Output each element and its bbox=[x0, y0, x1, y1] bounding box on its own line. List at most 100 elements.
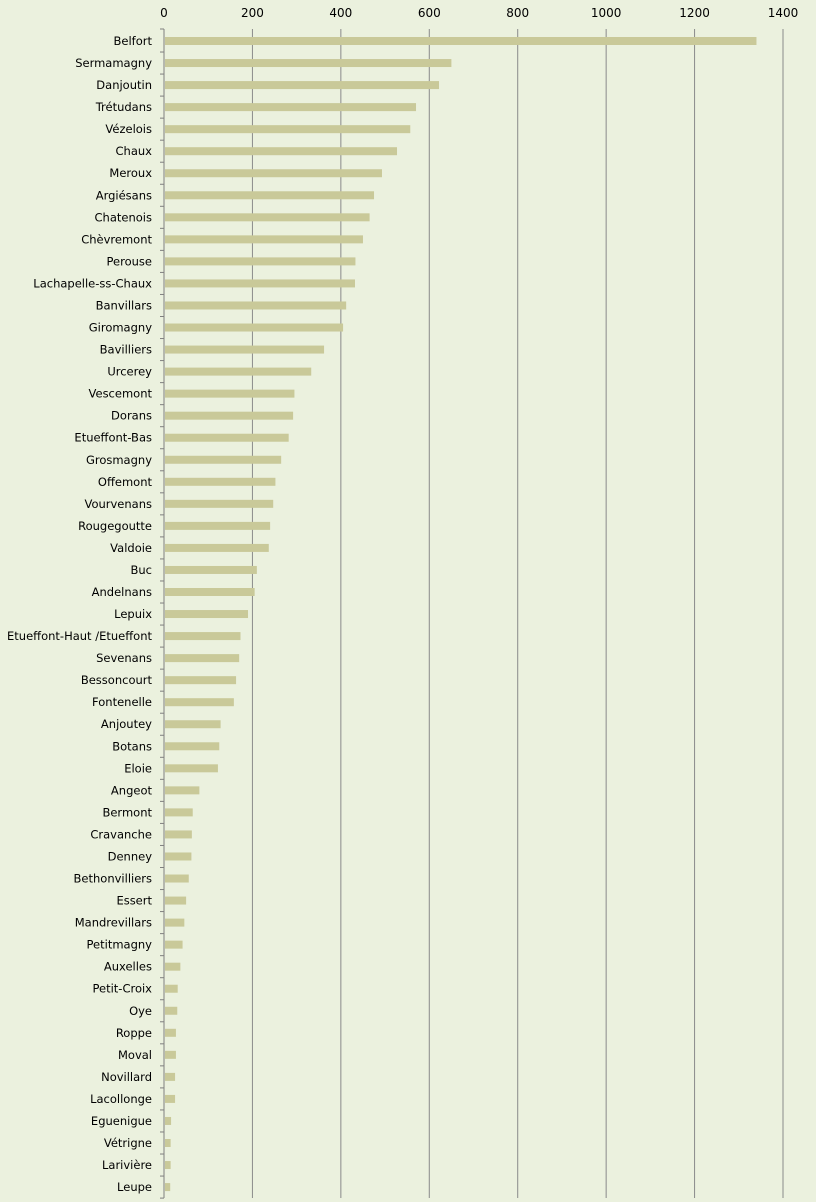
bar bbox=[165, 455, 282, 464]
category-label: Lachapelle-ss-Chaux bbox=[33, 276, 152, 290]
category-label: Offemont bbox=[98, 475, 153, 489]
category-label: Moval bbox=[118, 1048, 152, 1062]
bar bbox=[165, 477, 276, 486]
bar bbox=[165, 830, 192, 839]
category-label: Lacollonge bbox=[90, 1092, 152, 1106]
bar bbox=[165, 125, 411, 134]
category-label: Sevenans bbox=[96, 651, 152, 665]
category-label: Belfort bbox=[114, 34, 153, 48]
bar bbox=[165, 874, 189, 883]
category-label: Bavilliers bbox=[100, 343, 152, 357]
bar bbox=[165, 786, 200, 795]
category-label: Etueffont-Bas bbox=[74, 431, 152, 445]
x-tick-label: 1200 bbox=[679, 6, 710, 20]
x-tick-label: 1400 bbox=[768, 6, 799, 20]
bar bbox=[165, 610, 249, 619]
category-label: Vescemont bbox=[89, 387, 153, 401]
bar bbox=[165, 676, 237, 685]
bar bbox=[165, 191, 375, 200]
bar bbox=[165, 169, 382, 178]
category-label: Dorans bbox=[111, 409, 152, 423]
category-label: Chatenois bbox=[95, 210, 152, 224]
category-label: Chaux bbox=[116, 144, 153, 158]
bar bbox=[165, 279, 356, 288]
bar bbox=[165, 37, 757, 45]
bar bbox=[165, 962, 181, 971]
bar bbox=[165, 543, 269, 552]
category-label: Andelnans bbox=[92, 585, 152, 599]
category-label: Roppe bbox=[116, 1026, 152, 1040]
bar bbox=[165, 720, 221, 729]
bar bbox=[165, 1072, 176, 1081]
bar bbox=[165, 301, 347, 310]
category-label: Trétudans bbox=[95, 100, 152, 114]
category-label: Perouse bbox=[107, 254, 152, 268]
x-tick-label: 600 bbox=[418, 6, 441, 20]
bar bbox=[165, 411, 294, 420]
bar bbox=[165, 147, 398, 156]
category-label: Giromagny bbox=[89, 321, 152, 335]
bar bbox=[165, 918, 185, 927]
bar bbox=[165, 1006, 178, 1015]
bar bbox=[165, 257, 356, 266]
category-label: Novillard bbox=[101, 1070, 152, 1084]
category-label: Eloie bbox=[124, 761, 152, 775]
category-label: Petit-Croix bbox=[92, 982, 152, 996]
bar bbox=[165, 984, 178, 993]
category-label: Meroux bbox=[109, 166, 152, 180]
bar bbox=[165, 235, 363, 244]
bar bbox=[165, 1183, 171, 1192]
x-tick-label: 800 bbox=[506, 6, 529, 20]
category-label: Sermamagny bbox=[75, 56, 152, 70]
category-label: Danjoutin bbox=[96, 78, 152, 92]
category-label: Bermont bbox=[102, 805, 152, 819]
bar bbox=[165, 323, 344, 332]
category-label: Oye bbox=[129, 1004, 152, 1018]
gridlines bbox=[160, 28, 784, 1199]
bar bbox=[165, 103, 417, 112]
bar bbox=[165, 808, 193, 817]
bar bbox=[165, 698, 234, 707]
x-tick-label: 1000 bbox=[591, 6, 622, 20]
bar bbox=[165, 852, 192, 861]
x-tick-label: 200 bbox=[241, 6, 264, 20]
bar bbox=[165, 499, 274, 508]
category-label: Etueffont-Haut /Etueffont bbox=[7, 629, 152, 643]
bar bbox=[165, 389, 295, 398]
bar bbox=[165, 940, 183, 949]
category-label: Angeot bbox=[111, 783, 153, 797]
category-label: Mandrevillars bbox=[75, 916, 152, 930]
category-label: Buc bbox=[130, 563, 152, 577]
category-label: Auxelles bbox=[104, 960, 152, 974]
bar bbox=[165, 433, 289, 442]
bar bbox=[165, 654, 240, 663]
bar bbox=[165, 1161, 171, 1170]
bar bbox=[165, 81, 440, 90]
category-label: Banvillars bbox=[96, 298, 152, 312]
category-axis-labels: Belfort Sermamagny Danjoutin Trétudans Vézel… bbox=[7, 34, 152, 1194]
bar bbox=[165, 59, 452, 68]
bar bbox=[165, 742, 220, 751]
bar bbox=[165, 1116, 172, 1125]
bar bbox=[165, 632, 241, 641]
category-label: Chèvremont bbox=[81, 232, 152, 246]
x-tick-label: 400 bbox=[329, 6, 352, 20]
bars bbox=[165, 37, 757, 1192]
category-label: Bessoncourt bbox=[81, 673, 153, 687]
bar bbox=[165, 521, 271, 530]
category-label: Eguenigue bbox=[91, 1114, 152, 1128]
category-label: Larivière bbox=[102, 1158, 152, 1172]
category-label: Bethonvilliers bbox=[74, 872, 152, 886]
bar bbox=[165, 764, 218, 773]
category-label: Petitmagny bbox=[87, 938, 153, 952]
bar bbox=[165, 1094, 176, 1103]
category-label: Botans bbox=[112, 739, 152, 753]
bar bbox=[165, 1139, 171, 1147]
category-label: Anjoutey bbox=[101, 717, 152, 731]
x-tick-label: 0 bbox=[160, 6, 168, 20]
bar bbox=[165, 896, 187, 905]
category-label: Argiésans bbox=[96, 188, 152, 202]
category-label: Urcerey bbox=[107, 365, 152, 379]
category-label: Lepuix bbox=[114, 607, 152, 621]
